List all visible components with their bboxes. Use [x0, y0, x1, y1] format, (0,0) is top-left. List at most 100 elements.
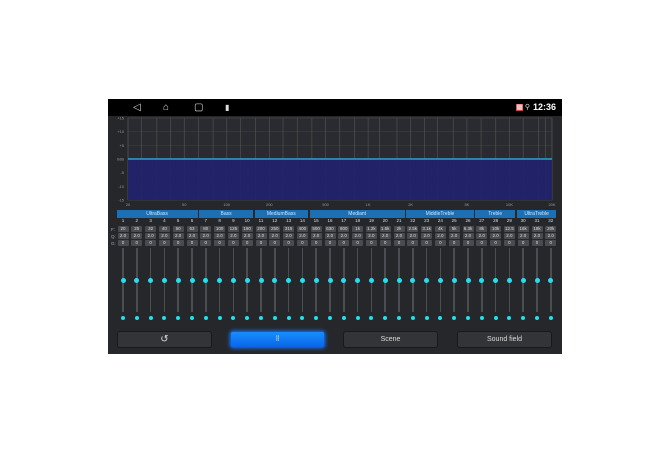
q-value[interactable]: 2.0 [338, 233, 350, 239]
q-value[interactable]: 2.0 [448, 233, 460, 239]
gain-slider-knob[interactable] [493, 277, 499, 283]
frequency-value[interactable]: 80 [200, 226, 212, 232]
frequency-value[interactable]: 8k [476, 226, 488, 232]
gain-slider-knob[interactable] [479, 277, 485, 283]
gain-slider-knob[interactable] [548, 277, 554, 283]
q-value[interactable]: 2.0 [407, 233, 419, 239]
q-value[interactable]: 2.0 [296, 233, 308, 239]
gain-slider-knob[interactable] [451, 277, 457, 283]
frequency-value[interactable]: 20 [117, 226, 129, 232]
gain-slider-knob[interactable] [424, 277, 430, 283]
q-value[interactable]: 2.0 [545, 233, 557, 239]
q-value[interactable]: 2.0 [393, 233, 405, 239]
gain-value[interactable]: 0 [545, 240, 557, 246]
q-value[interactable]: 2.0 [269, 233, 281, 239]
frequency-value[interactable]: 800 [338, 226, 350, 232]
gain-value[interactable]: 0 [296, 240, 308, 246]
frequency-value[interactable]: 200 [255, 226, 267, 232]
gain-slider-knob[interactable] [134, 277, 140, 283]
gain-value[interactable]: 0 [200, 240, 212, 246]
eq-button[interactable]: ⫶⫶ [230, 331, 325, 348]
frequency-value[interactable]: 20k [545, 226, 557, 232]
gain-value[interactable]: 0 [269, 240, 281, 246]
gain-slider-knob[interactable] [230, 277, 236, 283]
frequency-value[interactable]: 12.5 [503, 226, 515, 232]
frequency-value[interactable]: 1.6k [379, 226, 391, 232]
gain-value[interactable]: 0 [227, 240, 239, 246]
gain-value[interactable]: 0 [158, 240, 170, 246]
gain-value[interactable]: 0 [462, 240, 474, 246]
sound-field-button[interactable]: Sound field [457, 331, 552, 348]
gain-value[interactable]: 0 [476, 240, 488, 246]
q-value[interactable]: 2.0 [283, 233, 295, 239]
frequency-value[interactable]: 3.1k [421, 226, 433, 232]
q-value[interactable]: 2.0 [117, 233, 129, 239]
q-value[interactable]: 2.0 [365, 233, 377, 239]
frequency-value[interactable]: 63 [186, 226, 198, 232]
frequency-value[interactable]: 125 [227, 226, 239, 232]
frequency-value[interactable]: 2k [393, 226, 405, 232]
gain-value[interactable]: 0 [310, 240, 322, 246]
gain-value[interactable]: 0 [324, 240, 336, 246]
q-value[interactable]: 2.0 [310, 233, 322, 239]
gain-slider-knob[interactable] [148, 277, 154, 283]
gain-value[interactable]: 0 [241, 240, 253, 246]
frequency-value[interactable]: 16k [517, 226, 529, 232]
recents-icon[interactable]: ▢ [194, 102, 204, 113]
q-value[interactable]: 2.0 [214, 233, 226, 239]
gain-value[interactable]: 0 [186, 240, 198, 246]
gain-slider-knob[interactable] [161, 277, 167, 283]
gain-value[interactable]: 0 [172, 240, 184, 246]
q-value[interactable]: 2.0 [503, 233, 515, 239]
q-value[interactable]: 2.0 [200, 233, 212, 239]
gain-value[interactable]: 0 [117, 240, 129, 246]
back-icon[interactable]: ◁ [133, 102, 141, 113]
gain-value[interactable]: 0 [365, 240, 377, 246]
gain-slider-knob[interactable] [272, 277, 278, 283]
gain-value[interactable]: 0 [379, 240, 391, 246]
frequency-value[interactable]: 6.3k [462, 226, 474, 232]
gain-value[interactable]: 0 [255, 240, 267, 246]
q-value[interactable]: 2.0 [324, 233, 336, 239]
q-value[interactable]: 2.0 [145, 233, 157, 239]
gain-slider-knob[interactable] [465, 277, 471, 283]
gain-value[interactable]: 0 [338, 240, 350, 246]
frequency-value[interactable]: 1k [352, 226, 364, 232]
q-value[interactable]: 2.0 [476, 233, 488, 239]
gain-value[interactable]: 0 [517, 240, 529, 246]
gain-slider-knob[interactable] [437, 277, 443, 283]
q-value[interactable]: 2.0 [434, 233, 446, 239]
gain-value[interactable]: 0 [145, 240, 157, 246]
frequency-value[interactable]: 18k [531, 226, 543, 232]
gain-value[interactable]: 0 [503, 240, 515, 246]
q-value[interactable]: 2.0 [131, 233, 143, 239]
gain-slider-knob[interactable] [327, 277, 333, 283]
gain-value[interactable]: 0 [490, 240, 502, 246]
frequency-value[interactable]: 160 [241, 226, 253, 232]
q-value[interactable]: 2.0 [172, 233, 184, 239]
gain-value[interactable]: 0 [531, 240, 543, 246]
gain-slider-knob[interactable] [244, 277, 250, 283]
gain-slider-knob[interactable] [217, 277, 223, 283]
q-value[interactable]: 2.0 [421, 233, 433, 239]
q-value[interactable]: 2.0 [462, 233, 474, 239]
frequency-value[interactable]: 630 [324, 226, 336, 232]
frequency-value[interactable]: 100 [214, 226, 226, 232]
frequency-value[interactable]: 1.2k [365, 226, 377, 232]
gain-value[interactable]: 0 [352, 240, 364, 246]
gain-value[interactable]: 0 [407, 240, 419, 246]
gain-value[interactable]: 0 [421, 240, 433, 246]
q-value[interactable]: 2.0 [158, 233, 170, 239]
gain-slider-knob[interactable] [396, 277, 402, 283]
frequency-value[interactable]: 2.5k [407, 226, 419, 232]
q-value[interactable]: 2.0 [490, 233, 502, 239]
frequency-value[interactable]: 25 [131, 226, 143, 232]
gain-slider-knob[interactable] [355, 277, 361, 283]
gain-slider-knob[interactable] [520, 277, 526, 283]
q-value[interactable]: 2.0 [379, 233, 391, 239]
frequency-value[interactable]: 250 [269, 226, 281, 232]
frequency-value[interactable]: 315 [283, 226, 295, 232]
gain-slider-knob[interactable] [534, 277, 540, 283]
gain-slider-knob[interactable] [382, 277, 388, 283]
gain-slider-knob[interactable] [286, 277, 292, 283]
